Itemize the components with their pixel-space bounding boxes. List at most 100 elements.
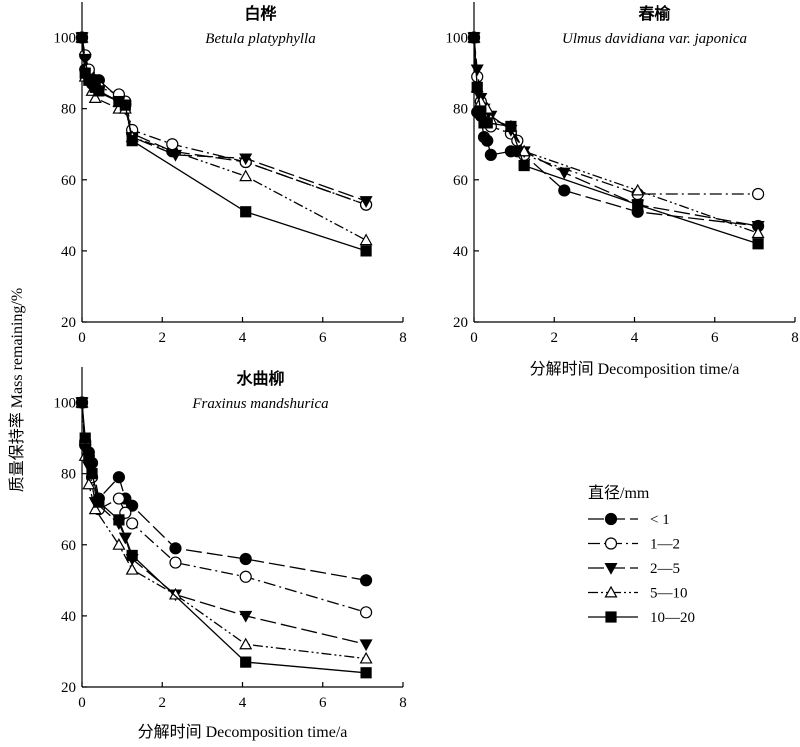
y-tick-label: 20 [61,680,76,696]
x-tick-label: 6 [319,330,327,346]
y-tick-label: 40 [61,244,76,260]
data-point [517,144,531,157]
data-point [360,245,372,257]
series-line [473,37,759,195]
data-point [239,610,253,623]
series-line [81,37,367,252]
data-point [558,184,571,197]
series-1-2 [75,396,373,619]
panel-subtitle: Fraxinus mandshurica [191,396,328,412]
chart-panel-1: 20 40 60 80 100 0 2 4 6 8 白桦 Betula platyphylla [54,2,407,346]
data-point [240,206,252,218]
data-point [112,492,126,505]
legend-marker [605,611,617,623]
x-tick-label: 8 [399,695,407,711]
data-point [239,169,253,182]
x-tick-label: 2 [159,330,167,346]
legend-title: 直径/mm [588,484,650,502]
y-tick-label: 60 [453,173,468,189]
data-point [169,542,182,555]
series-1-2 [467,31,765,201]
data-point [484,148,497,161]
x-tick-label: 0 [78,330,86,346]
x-tick-label: 2 [551,330,559,346]
data-point [518,159,530,172]
legend: 直径/mm < 1 1—2 2—5 5—10 10—20 [588,484,695,626]
data-point [76,31,88,44]
legend-label: 1—2 [650,537,680,553]
data-point [239,552,252,566]
y-tick-label: 60 [61,538,76,554]
data-point [126,517,139,530]
x-tick-label: 0 [78,695,86,711]
data-point [93,85,105,97]
data-point [471,81,483,93]
data-point [557,167,571,180]
x-tick-label: 4 [631,330,639,346]
data-point [751,226,765,239]
series-1 [75,31,373,211]
data-point [88,91,102,104]
series-line [81,37,367,241]
legend-label: 2—5 [650,561,680,577]
data-point [82,477,96,490]
data-point [240,656,252,668]
data-point [119,99,131,111]
x-tick-label: 2 [159,695,167,711]
legend-label: < 1 [650,512,670,528]
legend-label: 10—20 [650,610,695,626]
data-point [359,639,373,652]
y-tick-label: 20 [61,315,76,331]
data-point [475,106,487,118]
data-point [83,450,95,462]
y-tick-label: 20 [453,315,468,331]
legend-marker [604,512,618,526]
x-axis-label: 分解时间 Decomposition time/a [530,360,740,378]
series-10-20 [468,31,764,250]
legend-entry: 2—5 [588,561,680,577]
series-1 [75,396,373,587]
data-point [113,514,125,526]
series-1-2 [75,31,373,211]
data-point [631,183,645,196]
data-point [112,471,126,484]
data-point [239,637,253,650]
data-point [169,556,182,569]
panel-subtitle: Ulmus davidiana var. japonica [562,31,747,47]
data-point [474,94,488,107]
data-point [79,432,91,444]
y-tick-label: 40 [453,244,468,260]
data-point [93,496,105,508]
data-point [470,64,484,77]
x-tick-label: 8 [399,330,407,346]
data-point [112,538,126,550]
chart-panel-3: 20 40 60 80 100 0 2 4 6 8 水曲柳 Fraxinus mandshurica 分… [54,367,407,741]
y-tick-label: 100 [54,31,77,47]
legend-marker [604,585,618,598]
data-point [168,149,183,162]
data-point [481,117,493,129]
data-point [239,153,253,166]
data-point [505,120,517,133]
legend-marker [604,537,618,550]
x-tick-label: 4 [239,695,247,711]
data-point [88,502,102,515]
data-point [359,651,373,664]
legend-entry: 5—10 [588,586,688,602]
x-tick-label: 6 [319,695,327,711]
data-point [86,468,98,480]
legend-marker [604,562,618,575]
data-point [126,549,138,562]
data-point [632,199,644,211]
data-point [360,667,372,679]
y-tick-label: 100 [446,31,469,47]
data-point [468,31,480,44]
series-2-5 [75,32,373,208]
panel-title: 水曲柳 [236,369,284,388]
panel-title: 春榆 [637,4,671,23]
data-point [752,238,764,250]
data-point [78,53,92,66]
series-5-10 [75,395,373,664]
